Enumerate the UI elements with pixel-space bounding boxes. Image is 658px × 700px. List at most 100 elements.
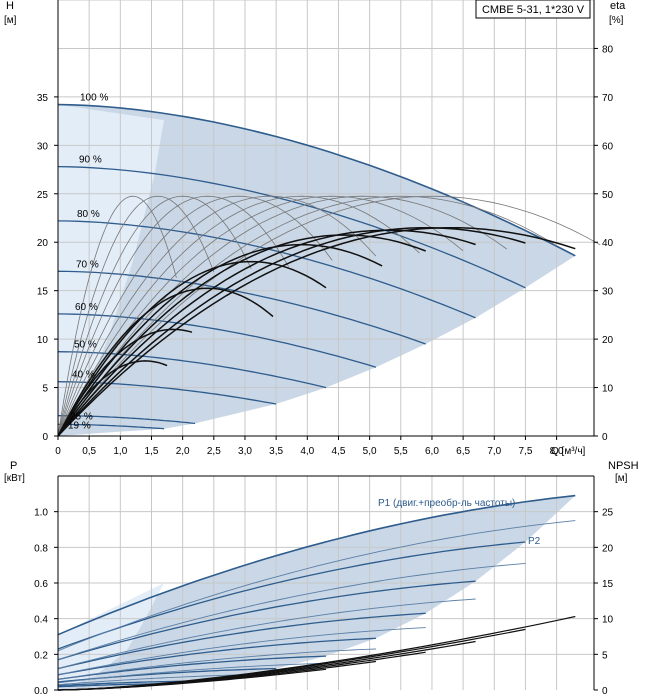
eta-curve-thin-6	[57, 195, 420, 437]
efficiency-curves	[57, 195, 601, 437]
x-tick-label-2: 1,0	[113, 446, 127, 457]
npsh-curve-5	[57, 668, 327, 691]
speed-label-80: 80 %	[77, 209, 100, 220]
speed-label-19: 19 %	[68, 420, 91, 431]
npsh-tick-label-0: 0	[602, 686, 608, 697]
speed-label-50: 50 %	[74, 340, 97, 351]
p1-curve-50	[57, 655, 327, 680]
y-left-tick-label-5: 5	[42, 384, 48, 395]
x-tick-label-9: 4,5	[332, 446, 346, 457]
npsh-tick-label-20: 20	[602, 543, 614, 554]
x-tick-label-0: 0	[55, 446, 61, 457]
x-tick-label-6: 3,0	[238, 446, 252, 457]
x-tick-label-10: 5,0	[363, 446, 377, 457]
speed-label-70: 70 %	[76, 259, 99, 270]
y-left-tick-label-0: 0	[42, 432, 48, 443]
eta-curve-thin-8	[57, 195, 507, 437]
power-low-flow-zone	[58, 583, 164, 690]
power-axes: 0.0 0.2 0.4 0.6 0.8 1.0 0 5 10 15 20 25	[34, 475, 614, 697]
p2-curve-90	[57, 562, 526, 661]
model-label-box	[475, 0, 591, 19]
y-right-unit: [%]	[609, 15, 624, 26]
head-curve-25	[58, 415, 196, 425]
model-label: CMBE 5-31, 1*230 V	[482, 4, 585, 16]
low-flow-zone	[58, 104, 164, 436]
p1-series-label: P1 (двиг.+преобр-ль частоты)	[378, 497, 515, 509]
head-efficiency-panel: 0 0,5 1,0 1,5 2,0 2,5 3,0 3,5 4,0 4,5 5,0 5,5 6,0 6,5…	[4, 0, 626, 457]
eta-curve-bold-5	[57, 234, 426, 437]
speed-label-25: 25 %	[70, 412, 93, 423]
y-right-tick-label-60: 60	[602, 141, 614, 152]
speed-label-60: 60 %	[75, 302, 98, 313]
power-area-fill	[58, 495, 576, 690]
head-axes: 0 0,5 1,0 1,5 2,0 2,5 3,0 3,5 4,0 4,5 5,0 5,5 6,0 6,5…	[37, 0, 614, 457]
p2-curve-70	[57, 627, 426, 676]
x-tick-label-16: 8,0	[550, 446, 564, 457]
y-left-tick-label-15: 15	[37, 287, 49, 298]
eta-curve-bold-8	[57, 226, 576, 437]
head-curve-100	[57, 103, 576, 257]
y-left-tick-label-10: 10	[37, 335, 49, 346]
y-right-tick-label-0: 0	[602, 432, 608, 443]
eta-curve-thin-5	[57, 195, 377, 437]
p2-curve-50	[57, 662, 327, 684]
eta-curve-thin-3	[57, 195, 289, 437]
p1-curve-70	[57, 612, 426, 670]
p1-curve-90	[57, 541, 526, 650]
npsh-unit: [м]	[615, 473, 628, 484]
eta-curve-bold-4	[57, 243, 383, 437]
eta-curve-thin-1	[57, 195, 215, 437]
operating-area-fill	[58, 104, 576, 436]
p-left-unit: [кВт]	[4, 473, 25, 484]
eta-curve-bold-2	[57, 287, 274, 437]
x-tick-label-4: 2,0	[176, 446, 190, 457]
x-axis-label: Q [м³/ч]	[551, 446, 586, 457]
y-left-unit: [м]	[4, 15, 17, 26]
y-right-tick-label-20: 20	[602, 335, 614, 346]
y-left-tick-label-35: 35	[37, 93, 49, 104]
y-left-label: H	[6, 0, 14, 12]
speed-label-90: 90 %	[79, 155, 102, 166]
x-tick-label-8: 4,0	[300, 446, 314, 457]
power-npsh-panel: 0.0 0.2 0.4 0.6 0.8 1.0 0 5 10 15 20 25 P [кВт] NPS…	[4, 460, 639, 697]
p1-curve-80	[57, 580, 476, 661]
head-curve-50	[57, 351, 327, 389]
p2-curve-100	[57, 520, 576, 652]
head-curve-19	[58, 423, 165, 430]
p1-curve-19	[57, 683, 164, 688]
operating-area	[58, 104, 576, 436]
p2-series-label: P2	[528, 536, 541, 547]
p1-curve-25	[57, 680, 196, 687]
p-left-tick-label-3: 0.6	[34, 579, 48, 590]
x-tick-label-15: 7,5	[518, 446, 532, 457]
y-right-tick-label-70: 70	[602, 93, 614, 104]
p-left-label: P	[10, 460, 17, 472]
x-tick-label-7: 3,5	[269, 446, 283, 457]
y-right-tick-label-80: 80	[602, 44, 614, 55]
x-tick-label-5: 2,5	[207, 446, 221, 457]
head-curve-70	[57, 270, 426, 345]
p-left-tick-label-1: 0.2	[34, 650, 48, 661]
speed-label-100: 100 %	[80, 93, 108, 104]
x-tick-label-3: 1,5	[145, 446, 159, 457]
x-tick-label-13: 6,5	[456, 446, 470, 457]
x-tick-label-1: 0,5	[82, 446, 96, 457]
power-curves	[57, 494, 576, 691]
eta-curve-thin-2	[57, 195, 252, 437]
p1-curve-60	[57, 637, 376, 676]
npsh-tick-label-25: 25	[602, 508, 614, 519]
p-left-tick-label-0: 0.0	[34, 686, 48, 697]
power-area	[58, 495, 576, 690]
npsh-tick-label-10: 10	[602, 615, 614, 626]
y-right-tick-label-40: 40	[602, 238, 614, 249]
npsh-tick-label-15: 15	[602, 579, 614, 590]
y-left-tick-label-25: 25	[37, 190, 49, 201]
npsh-tick-label-5: 5	[602, 650, 608, 661]
y-right-tick-label-50: 50	[602, 190, 614, 201]
eta-curve-thin-4	[57, 195, 333, 437]
p1-curve-100	[57, 494, 576, 636]
y-right-label: eta	[610, 0, 626, 12]
eta-curve-thin-9	[57, 195, 557, 437]
p-left-tick-label-4: 0.8	[34, 543, 48, 554]
